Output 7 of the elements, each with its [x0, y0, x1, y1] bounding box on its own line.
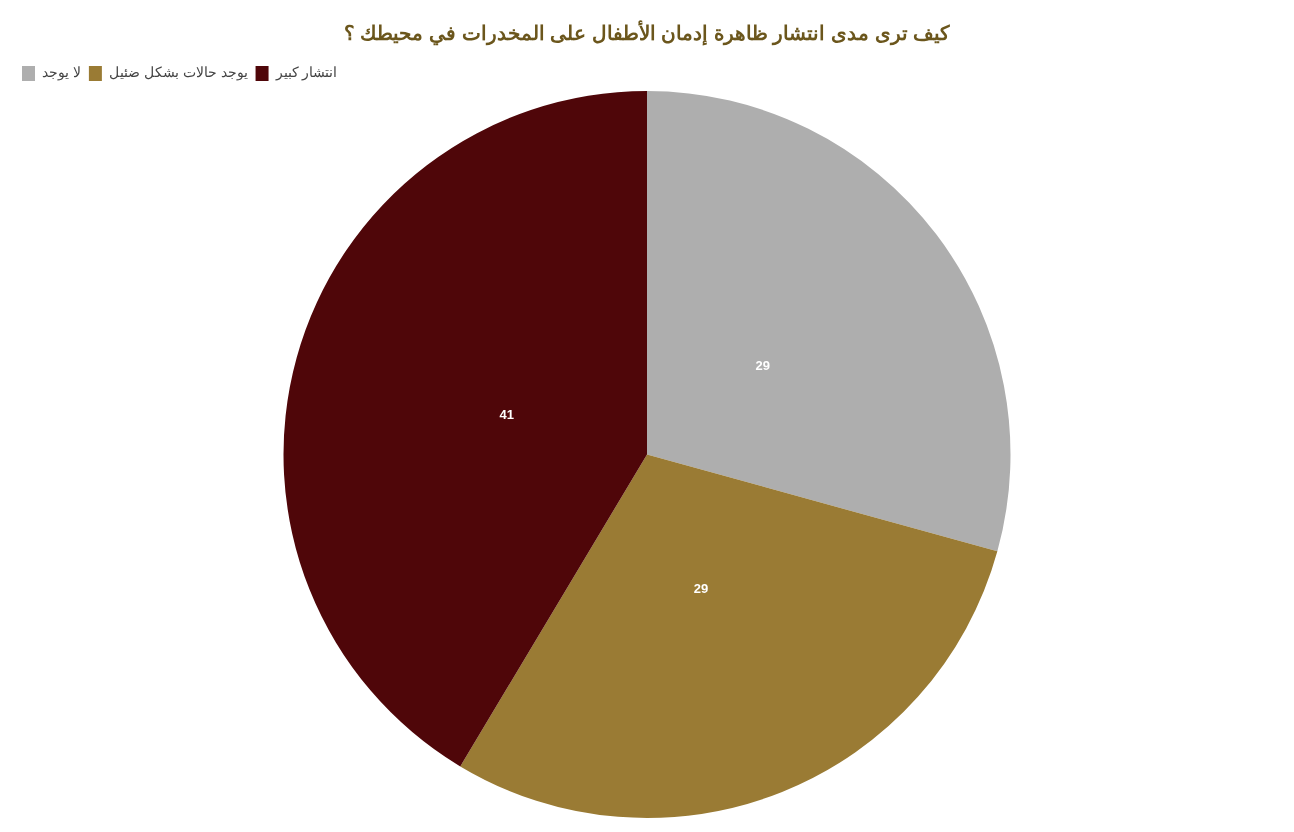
- data-label: 29: [755, 358, 770, 374]
- legend-label: لا يوجد: [42, 64, 81, 82]
- chart-title: كيف ترى مدى انتشار ظاهرة إدمان الأطفال على المخدرات في محيطك ؟: [343, 19, 951, 46]
- legend-label: انتشار كبير: [274, 64, 338, 82]
- data-label: 29: [693, 581, 709, 597]
- legend-label: يوجد حالات بشكل ضئيل: [108, 64, 248, 82]
- data-label: 41: [499, 407, 515, 423]
